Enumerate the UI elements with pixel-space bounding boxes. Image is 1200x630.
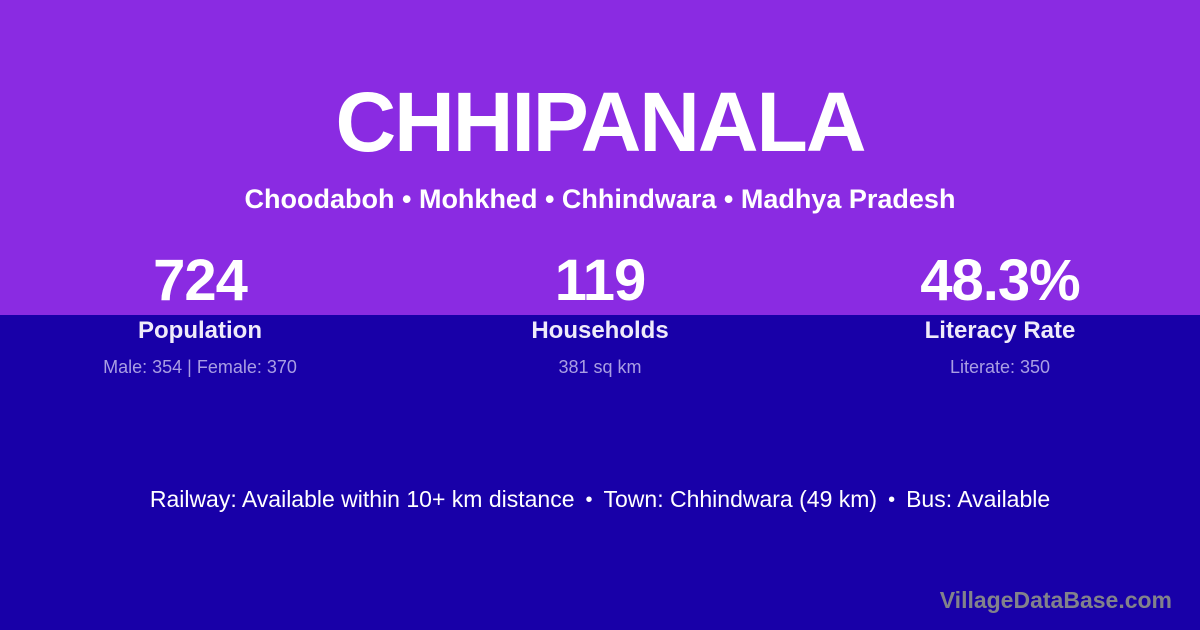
town-info: Town: Chhindwara (49 km): [603, 486, 878, 512]
breadcrumb: Choodaboh • Mohkhed • Chhindwara • Madhy…: [244, 184, 956, 214]
stat-literacy: 48.3% Literacy Rate Literate: 350: [800, 252, 1200, 378]
literacy-detail: Literate: 350: [949, 357, 1051, 377]
site-watermark: VillageDataBase.com: [939, 587, 1172, 613]
literacy-label: Literacy Rate: [924, 317, 1076, 344]
households-value: 119: [554, 248, 647, 313]
stat-households: 119 Households 381 sq km: [400, 252, 800, 378]
households-detail: 381 sq km: [558, 357, 642, 377]
stat-population: 724 Population Male: 354 | Female: 370: [0, 252, 400, 378]
transport-info-line: Railway: Available within 10+ km distanc…: [0, 484, 1200, 515]
stats-row: 724 Population Male: 354 | Female: 370 1…: [0, 252, 1200, 378]
population-detail: Male: 354 | Female: 370: [103, 357, 297, 377]
page-title: CHHIPANALA: [335, 75, 866, 169]
railway-info: Railway: Available within 10+ km distanc…: [149, 486, 575, 512]
households-label: Households: [531, 317, 669, 344]
population-value: 724: [153, 248, 248, 313]
bullet-separator: •: [585, 489, 593, 511]
bullet-separator: •: [888, 489, 896, 511]
literacy-value: 48.3%: [920, 248, 1080, 313]
bus-info: Bus: Available: [906, 486, 1051, 512]
top-purple-band: [0, 0, 1200, 315]
bottom-blue-band: [0, 315, 1200, 630]
population-label: Population: [138, 317, 262, 344]
